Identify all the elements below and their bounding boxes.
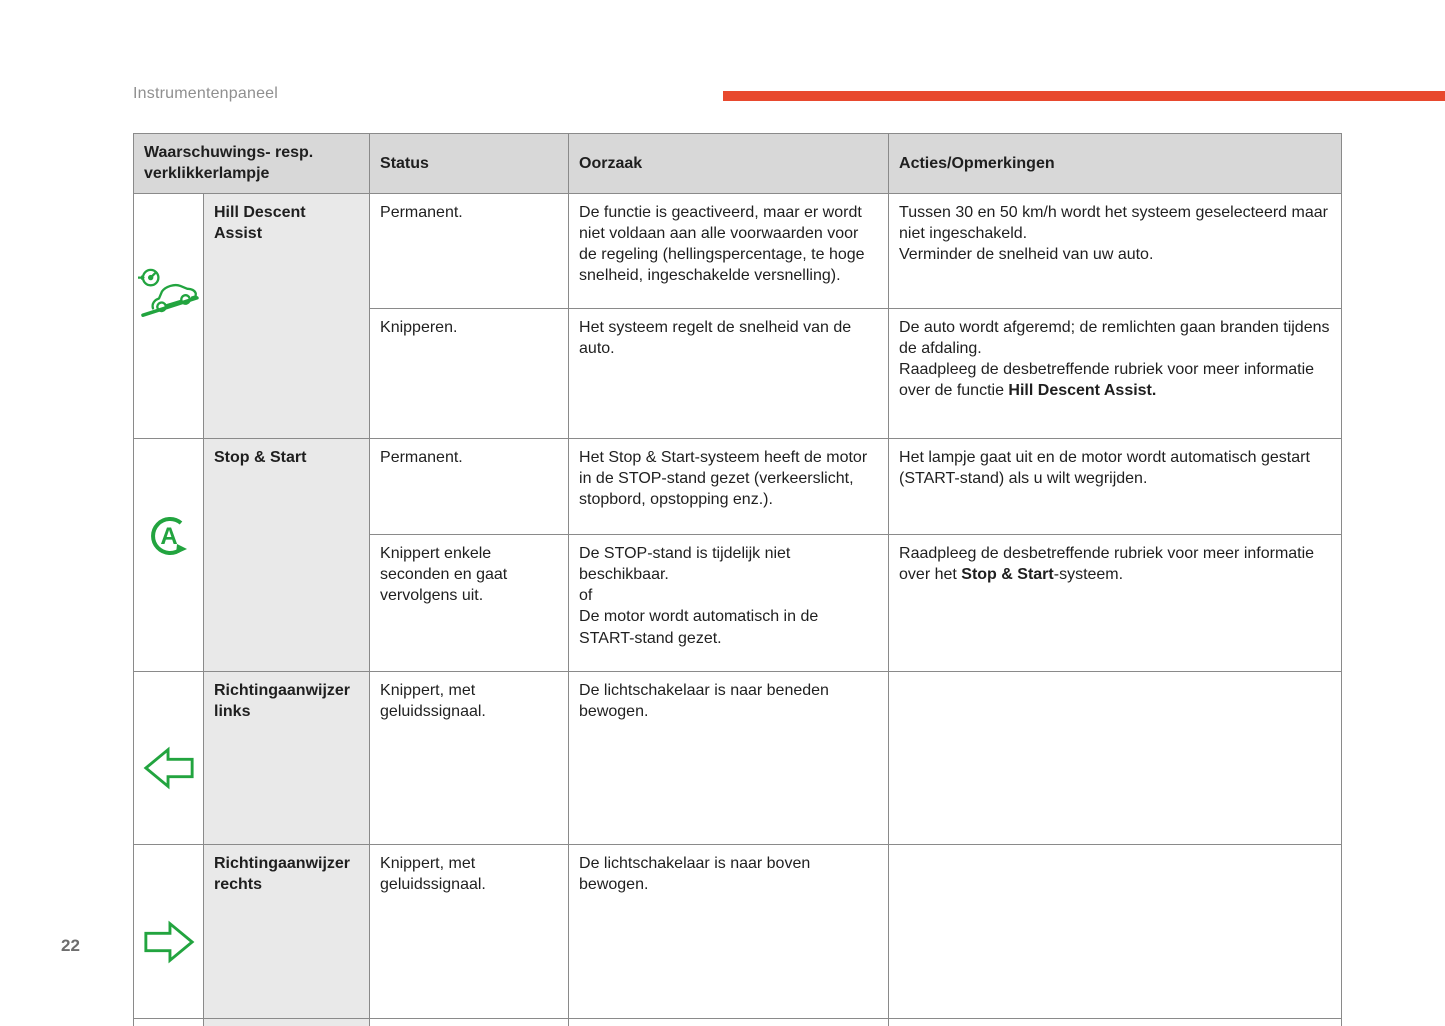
table-header-row: Waarschuwings- resp. verklikkerlampje St… <box>132 133 1343 194</box>
oorzaak-cell: Het Stop & Start-systeem heeft de motor … <box>568 437 890 535</box>
table-row: Knippert enkele seconden en gaat vervolg… <box>134 533 1343 672</box>
hill-descent-assist-icon <box>138 248 213 347</box>
oorzaak-cell: De STOP-stand is tijdelijk niet beschikb… <box>568 533 890 672</box>
svg-text:A: A <box>160 523 177 550</box>
column-header-acties: Acties/Opmerkingen <box>888 133 1343 194</box>
acties-cell <box>888 1017 1343 1026</box>
lamp-icon-cell <box>133 192 204 439</box>
lamp-icon-cell <box>133 1017 204 1026</box>
status-cell: Permanent. <box>369 437 570 535</box>
table-row: Parkeerlicht Permanent. De lichtschakela… <box>133 1017 1343 1026</box>
acties-cell <box>888 670 1343 846</box>
oorzaak-cell: De lichtschakelaar is naar beneden bewog… <box>568 670 890 846</box>
status-cell: Knippert, met geluidssignaal. <box>369 670 570 846</box>
acties-cell: De auto wordt afgeremd; de remlichten ga… <box>888 307 1343 439</box>
oorzaak-cell: De lichtschakelaar staat in de stand "Pa… <box>568 1017 890 1026</box>
table-row: Knipperen. Het systeem regelt de snelhei… <box>134 307 1343 439</box>
page-number: 22 <box>61 936 80 955</box>
warning-lamp-table: Waarschuwings- resp. verklikkerlampje St… <box>132 133 1343 1026</box>
stop-start-icon: A <box>145 493 213 586</box>
table-row: Richtingaanwijzer links Knippert, met ge… <box>133 670 1343 846</box>
lamp-label: Parkeerlicht <box>202 1017 371 1026</box>
turn-indicator-left-icon <box>142 726 213 817</box>
acties-cell: Het lampje gaat uit en de motor wordt au… <box>888 437 1343 535</box>
turn-indicator-right-icon <box>142 900 213 991</box>
acties-cell: Raadpleeg de desbetreffende rubriek voor… <box>888 533 1343 672</box>
acties-cell: Tussen 30 en 50 km/h wordt het systeem g… <box>888 192 1343 309</box>
lamp-label: Richtingaanwijzer rechts <box>202 844 371 1019</box>
status-cell: Knipperen. <box>369 307 570 439</box>
column-header-oorzaak: Oorzaak <box>568 133 890 194</box>
status-cell: Knippert, met geluidssignaal. <box>369 844 570 1019</box>
lamp-icon-cell <box>133 670 204 846</box>
oorzaak-cell: Het systeem regelt de snelheid van de au… <box>568 307 890 439</box>
table-row: Hill Descent Assist Permanent. De functi… <box>133 192 1343 439</box>
accent-bar <box>723 91 1445 101</box>
acties-cell <box>888 844 1343 1019</box>
column-header-status: Status <box>369 133 570 194</box>
status-cell: Knippert enkele seconden en gaat vervolg… <box>369 533 570 672</box>
status-cell: Permanent. <box>369 1017 570 1026</box>
table-row: Richtingaanwijzer rechts Knippert, met g… <box>133 844 1343 1019</box>
lamp-label: Hill Descent Assist <box>202 192 371 439</box>
page-section-title: Instrumentenpaneel <box>133 85 279 102</box>
status-cell: Permanent. <box>369 192 570 309</box>
lamp-icon-cell <box>133 844 204 1019</box>
lamp-label: Richtingaanwijzer links <box>202 670 371 846</box>
table-row: A Stop & Start Permanent. Het Stop & Sta… <box>133 437 1343 672</box>
oorzaak-cell: De functie is geactiveerd, maar er wordt… <box>568 192 890 309</box>
column-header-lamp: Waarschuwings- resp. verklikkerlampje <box>132 133 371 194</box>
lamp-label: Stop & Start <box>202 437 371 672</box>
oorzaak-cell: De lichtschakelaar is naar boven bewogen… <box>568 844 890 1019</box>
lamp-icon-cell: A <box>133 437 204 672</box>
